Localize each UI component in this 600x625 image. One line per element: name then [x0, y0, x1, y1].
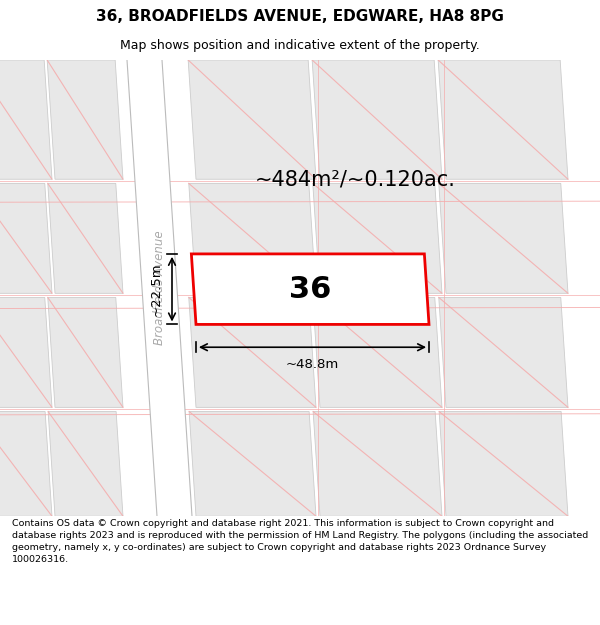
- Polygon shape: [188, 60, 316, 179]
- Polygon shape: [0, 60, 52, 179]
- Polygon shape: [439, 411, 568, 516]
- Polygon shape: [191, 254, 429, 324]
- Polygon shape: [189, 298, 316, 408]
- Polygon shape: [127, 60, 192, 516]
- Polygon shape: [0, 183, 52, 293]
- Polygon shape: [48, 411, 123, 516]
- Polygon shape: [47, 60, 123, 179]
- Polygon shape: [313, 298, 442, 408]
- Polygon shape: [189, 411, 316, 516]
- Polygon shape: [48, 183, 123, 293]
- Polygon shape: [48, 298, 123, 408]
- Polygon shape: [189, 183, 316, 293]
- Polygon shape: [312, 60, 442, 179]
- Polygon shape: [438, 60, 568, 179]
- Text: ~48.8m: ~48.8m: [286, 358, 339, 371]
- Text: Map shows position and indicative extent of the property.: Map shows position and indicative extent…: [120, 39, 480, 52]
- Polygon shape: [0, 411, 52, 516]
- Text: 36, BROADFIELDS AVENUE, EDGWARE, HA8 8PG: 36, BROADFIELDS AVENUE, EDGWARE, HA8 8PG: [96, 9, 504, 24]
- Polygon shape: [313, 183, 442, 293]
- Text: 36: 36: [289, 274, 331, 304]
- Text: Contains OS data © Crown copyright and database right 2021. This information is : Contains OS data © Crown copyright and d…: [12, 519, 588, 564]
- Polygon shape: [439, 298, 568, 408]
- Polygon shape: [439, 183, 568, 293]
- Text: Broadfields Avenue: Broadfields Avenue: [153, 231, 166, 346]
- Polygon shape: [313, 411, 442, 516]
- Polygon shape: [0, 298, 52, 408]
- Text: ~484m²/~0.120ac.: ~484m²/~0.120ac.: [254, 169, 455, 189]
- Text: ~22.5m: ~22.5m: [149, 262, 163, 316]
